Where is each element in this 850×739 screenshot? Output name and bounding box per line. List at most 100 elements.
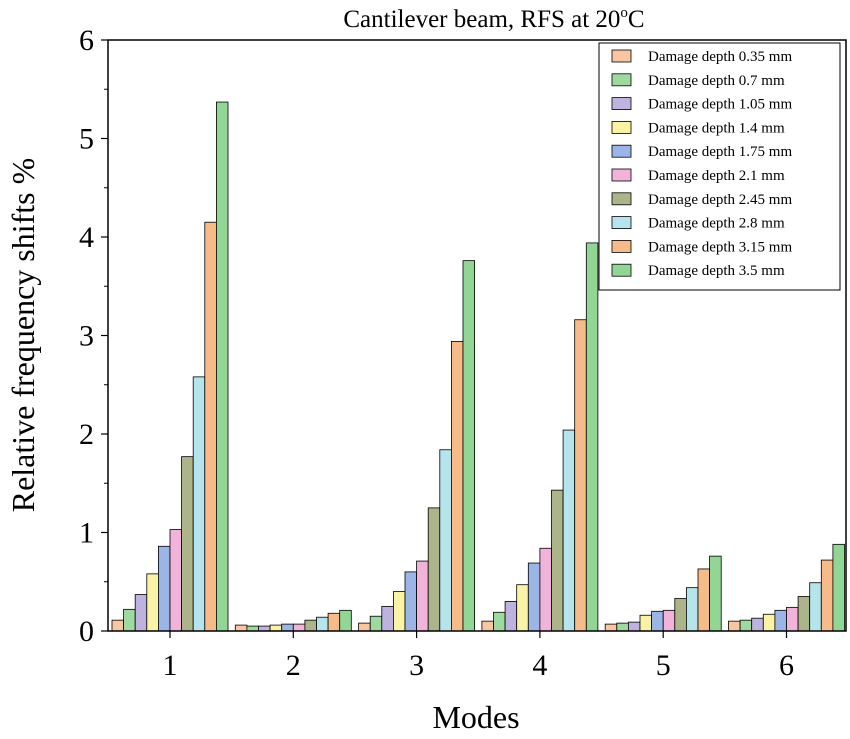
bar-series-2-mode-4 <box>493 611 506 632</box>
chart-title-main: Cantilever beam, RFS at 20 <box>343 6 620 33</box>
legend-swatch <box>611 49 632 63</box>
bar-series-7-mode-4 <box>551 489 564 632</box>
legend-label: Damage depth 0.35 mm <box>648 49 792 65</box>
bar-series-6-mode-3 <box>416 560 429 632</box>
y-tick-label: 6 <box>79 24 94 57</box>
chart-title: Cantilever beam, RFS at 20oC <box>343 5 644 33</box>
legend-swatch <box>611 97 632 110</box>
bar-series-7-mode-2 <box>304 619 317 632</box>
legend-label: Damage depth 0.7 mm <box>648 73 785 89</box>
y-axis-title: Relative frequency shifts % <box>5 158 41 513</box>
axes: 0 1 2 3 4 5 6 1 2 3 4 5 6 <box>79 24 794 682</box>
bar-series-5-mode-4 <box>527 562 541 632</box>
bar-series-8-mode-1 <box>192 376 206 632</box>
bar-series-4-mode-4 <box>516 584 529 632</box>
bar-series-3-mode-1 <box>134 594 148 632</box>
x-tick-label: 5 <box>656 649 671 682</box>
legend-label: Damage depth 2.1 mm <box>648 168 785 184</box>
bar-series-7-mode-1 <box>181 456 194 632</box>
bar-series-4-mode-1 <box>146 573 159 632</box>
bar-series-4-mode-6 <box>762 613 776 632</box>
bar-series-5-mode-6 <box>774 609 787 632</box>
bar-series-9-mode-3 <box>450 341 464 632</box>
legend-label: Damage depth 3.5 mm <box>648 263 785 279</box>
plot-area <box>111 101 845 632</box>
bar-series-5-mode-1 <box>157 545 171 632</box>
legend-swatch <box>611 168 632 182</box>
y-tick-label: 0 <box>79 615 94 648</box>
chart-title-suffix: C <box>628 6 645 33</box>
bar-series-2-mode-6 <box>739 619 753 632</box>
bar-series-10-mode-3 <box>462 260 476 632</box>
bar-series-8-mode-5 <box>686 587 699 632</box>
bar-series-4-mode-3 <box>392 591 406 632</box>
x-tick-label: 4 <box>532 649 547 682</box>
x-axis-title: Modes <box>432 699 519 735</box>
y-tick-label: 5 <box>79 123 94 156</box>
legend: Damage depth 0.35 mm Damage depth 0.7 mm D… <box>598 42 841 291</box>
bar-series-1-mode-2 <box>234 624 248 632</box>
x-tick-label: 3 <box>409 649 424 682</box>
y-tick-label: 4 <box>79 221 94 254</box>
x-tick-label: 1 <box>163 649 178 682</box>
bar-series-4-mode-2 <box>269 624 283 632</box>
bar-series-6-mode-6 <box>786 606 799 632</box>
y-tick-label: 2 <box>79 418 94 451</box>
bar-series-2-mode-3 <box>369 615 383 632</box>
legend-swatch <box>611 73 632 87</box>
bar-series-3-mode-5 <box>628 621 641 632</box>
bar-series-7-mode-5 <box>674 598 687 632</box>
x-tick-label: 6 <box>779 649 794 682</box>
bar-series-1-mode-6 <box>728 620 741 632</box>
legend-label: Damage depth 1.75 mm <box>648 144 792 160</box>
chart-title-superscript: o <box>620 5 628 21</box>
legend-label: Damage depth 1.4 mm <box>648 120 785 136</box>
bar-series-1-mode-1 <box>111 619 125 632</box>
bar-series-8-mode-4 <box>562 429 576 632</box>
legend-swatch <box>611 239 632 253</box>
bar-series-8-mode-3 <box>439 449 452 632</box>
bar-series-6-mode-5 <box>662 609 676 632</box>
bar-series-10-mode-6 <box>832 543 845 632</box>
bar-series-9-mode-1 <box>204 221 217 632</box>
bar-series-9-mode-5 <box>697 568 711 632</box>
bar-series-8-mode-2 <box>316 616 329 632</box>
bar-series-1-mode-3 <box>358 622 371 632</box>
bar-series-8-mode-6 <box>809 582 822 632</box>
bar-series-10-mode-5 <box>709 555 722 632</box>
y-tick-label: 3 <box>79 320 94 353</box>
legend-label: Damage depth 2.45 mm <box>648 192 792 208</box>
bar-series-3-mode-4 <box>504 601 518 632</box>
bar-series-9-mode-4 <box>574 319 587 632</box>
bar-series-7-mode-6 <box>797 596 811 632</box>
bar-series-9-mode-6 <box>820 559 834 632</box>
bar-series-3-mode-3 <box>381 605 394 632</box>
bar-series-6-mode-4 <box>539 547 552 632</box>
bar-series-10-mode-2 <box>339 609 352 632</box>
bar-series-9-mode-2 <box>327 612 341 632</box>
bar-series-10-mode-1 <box>215 101 229 632</box>
bar-series-3-mode-6 <box>751 617 764 632</box>
legend-swatch <box>611 144 632 158</box>
legend-label: Damage depth 2.8 mm <box>648 216 785 232</box>
bar-series-7-mode-3 <box>427 507 441 632</box>
bar-series-10-mode-4 <box>585 242 599 632</box>
legend-box <box>598 42 841 291</box>
bar-series-4-mode-5 <box>639 614 653 632</box>
legend-label: Damage depth 1.05 mm <box>648 97 792 113</box>
x-tick-label: 2 <box>286 649 301 682</box>
bar-series-6-mode-2 <box>292 623 306 632</box>
bar-series-2-mode-1 <box>123 608 136 632</box>
bar-series-1-mode-4 <box>481 620 494 632</box>
y-tick-label: 1 <box>79 517 94 550</box>
bar-series-6-mode-1 <box>169 529 183 632</box>
legend-swatch <box>611 192 632 206</box>
legend-label: Damage depth 3.15 mm <box>648 239 792 255</box>
bar-series-5-mode-2 <box>281 623 294 632</box>
bar-series-5-mode-5 <box>651 610 664 632</box>
legend-swatch <box>611 216 632 230</box>
bar-series-2-mode-5 <box>616 622 629 632</box>
legend-swatch <box>611 263 632 277</box>
bar-series-5-mode-3 <box>404 571 418 632</box>
